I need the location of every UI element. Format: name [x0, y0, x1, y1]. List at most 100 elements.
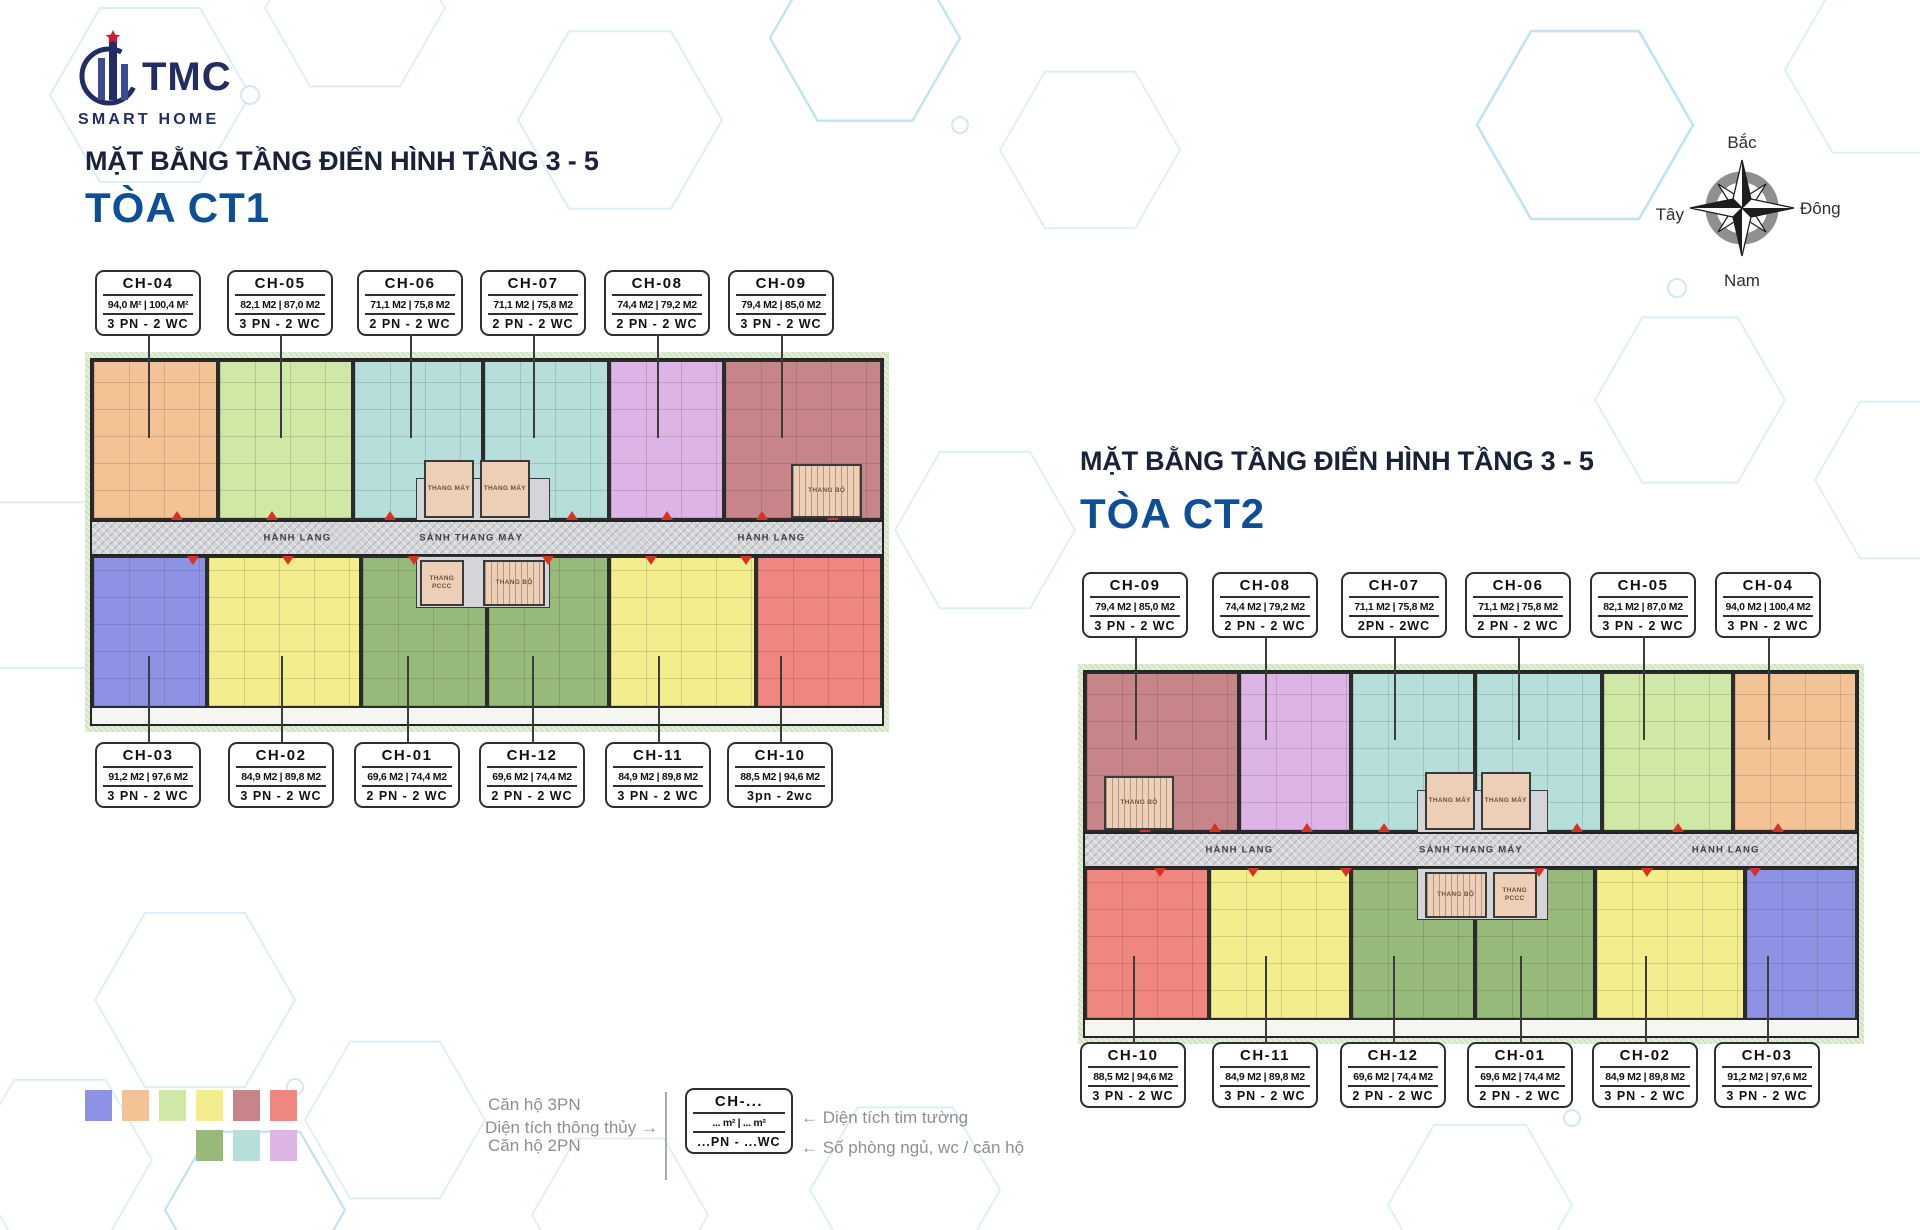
plan-unit-ct2-ch05 [1602, 672, 1734, 832]
plan-unit-ct2-ch11 [1208, 868, 1352, 1020]
triangle-icon [408, 556, 420, 565]
unit-area: 71,1 M2 | 75,8 M2 [1473, 598, 1563, 617]
legend-divider [665, 1092, 667, 1180]
unit-name: CH-05 [235, 275, 325, 296]
plan-unit-ct2-ch02 [1594, 868, 1746, 1020]
stairs-label: THANG BỘ [808, 487, 846, 495]
unit-label-ct2-ch11: CH-11 84,9 M2 | 89,8 M2 3 PN - 2 WC [1212, 956, 1318, 1108]
unit-name: CH-11 [613, 747, 703, 768]
logo-bar [98, 58, 105, 100]
unit-rooms: 2 PN - 2 WC [616, 317, 698, 331]
unit-rooms: 3 PN - 2 WC [1727, 619, 1809, 633]
unit-area: 84,9 M2 | 89,8 M2 [1600, 1068, 1690, 1087]
unit-name: CH-02 [236, 747, 326, 768]
ct1-stairs-right: THANG BỘ [791, 464, 863, 518]
legend-swatch-3pn [159, 1090, 186, 1121]
corridor-label-right: HÀNH LANG [1691, 844, 1760, 856]
unit-area: 74,4 M2 | 79,2 M2 [1220, 598, 1310, 617]
legend-sample-box: CH-... ... m² | ... m² ...PN - ...WC [685, 1088, 793, 1154]
rooms-note-label: ← Số phòng ngủ, wc / căn hộ [801, 1138, 1024, 1158]
unit-label-ct1-ch05: CH-05 82,1 M2 | 87,0 M2 3 PN - 2 WC [227, 270, 333, 438]
unit-label-ct2-ch12: CH-12 69,6 M2 | 74,4 M2 2 PN - 2 WC [1340, 956, 1446, 1108]
unit-label-ct1-ch11: CH-11 84,9 M2 | 89,8 M2 3 PN - 2 WC [605, 656, 711, 808]
ct1-stairs-center: THANG BỘ [483, 560, 546, 606]
ct1-plan-body: THANG MÁY THANG MÁY THANG BỘ HÀNH LANG S… [90, 358, 884, 726]
triangle-icon [265, 511, 278, 520]
arrow-left-icon: ← [801, 1138, 818, 1157]
unit-area: 82,1 M2 | 87,0 M2 [1598, 598, 1688, 617]
ct1-fire-stairs: THANG PCCC [419, 560, 464, 606]
ct2-floor-plan: THANG BỘ THANG MÁY THANG MÁY HÀNH LANG S… [1078, 664, 1864, 1044]
plan-unit-ct1-ch08 [609, 360, 724, 520]
legend-swatch-3pn [196, 1090, 223, 1121]
unit-label-ct1-ch07: CH-07 71,1 M2 | 75,8 M2 2 PN - 2 WC [480, 270, 586, 438]
unit-name: CH-12 [1348, 1047, 1438, 1068]
legend-swatch-3pn [233, 1090, 260, 1121]
triangle-icon [1154, 868, 1167, 877]
unit-name: CH-09 [736, 275, 826, 296]
unit-name: CH-01 [362, 747, 452, 768]
unit-name: CH-09 [1090, 577, 1180, 598]
triangle-icon [1571, 823, 1584, 832]
gross-area-label: ← Diện tích tim tường [801, 1108, 968, 1128]
unit-name: CH-08 [1220, 577, 1310, 598]
triangle-icon [1640, 868, 1653, 877]
triangle-icon [645, 556, 657, 565]
legend-swatch-3pn [270, 1090, 297, 1121]
unit-rooms: 2PN - 2WC [1357, 619, 1431, 633]
unit-rooms: 3 PN - 2 WC [1092, 1089, 1174, 1103]
unit-rooms: 3 PN - 2 WC [107, 317, 189, 331]
ct2-fire-stairs: THANG PCCC [1492, 872, 1537, 918]
unit-rooms: 3 PN - 2 WC [1602, 619, 1684, 633]
ct2-elevator-room: THANG MÁY [1424, 772, 1475, 830]
legend: Căn hộ 3PN Căn hộ 2PN Diện tích thông th… [85, 1086, 1024, 1206]
triangle-icon [1772, 823, 1785, 832]
unit-area: 69,6 M2 | 74,4 M2 [1475, 1068, 1565, 1087]
unit-name: CH-03 [1722, 1047, 1812, 1068]
legend-swatch-2pn [196, 1130, 223, 1161]
triangle-icon [1671, 823, 1684, 832]
unit-area: 91,2 M2 | 97,6 M2 [1722, 1068, 1812, 1087]
triangle-icon [186, 556, 199, 565]
unit-area: 74,4 M2 | 79,2 M2 [612, 296, 702, 315]
logo-brand-text: TMC [142, 55, 232, 99]
ct2-stairs-center: THANG BỘ [1424, 872, 1487, 918]
unit-rooms: 2 PN - 2 WC [1477, 619, 1559, 633]
ct2-stairs-left: THANG BỘ [1104, 776, 1174, 830]
logo-bar [121, 64, 128, 100]
unit-name: CH-04 [103, 275, 193, 296]
unit-label-ct2-ch04: CH-04 94,0 M2 | 100,4 M2 3 PN - 2 WC [1715, 572, 1821, 740]
unit-area: 94,0 M² | 100,4 M² [103, 296, 193, 315]
unit-area: 84,9 M2 | 89,8 M2 [236, 768, 326, 787]
plan-unit-ct1-ch05 [218, 360, 353, 520]
unit-label-ct2-ch08: CH-08 74,4 M2 | 79,2 M2 2 PN - 2 WC [1212, 572, 1318, 740]
stairs-label: THANG BỘ [495, 579, 533, 587]
legend-swatch-3pn [85, 1090, 112, 1121]
corridor-label-left: HÀNH LANG [1205, 844, 1274, 856]
triangle-icon [566, 511, 578, 520]
unit-name: CH-07 [488, 275, 578, 296]
compass-west-label: Tây [1656, 205, 1685, 224]
triangle-icon [1301, 823, 1314, 832]
unit-area: 84,9 M2 | 89,8 M2 [1220, 1068, 1310, 1087]
unit-label-ct1-ch01: CH-01 69,6 M2 | 74,4 M2 2 PN - 2 WC [354, 656, 460, 808]
unit-rooms: 2 PN - 2 WC [492, 317, 574, 331]
unit-label-ct2-ch06: CH-06 71,1 M2 | 75,8 M2 2 PN - 2 WC [1465, 572, 1571, 740]
unit-label-ct2-ch07: CH-07 71,1 M2 | 75,8 M2 2PN - 2WC [1341, 572, 1447, 740]
unit-area: 71,1 M2 | 75,8 M2 [365, 296, 455, 315]
unit-rooms: 3 PN - 2 WC [1224, 1089, 1306, 1103]
unit-name: CH-11 [1220, 1047, 1310, 1068]
ct1-corridor: HÀNH LANG SẢNH THANG MÁY HÀNH LANG [92, 511, 882, 565]
compass-north-label: Bắc [1727, 133, 1757, 152]
unit-area: 69,6 M2 | 74,4 M2 [1348, 1068, 1438, 1087]
unit-rooms: 2 PN - 2 WC [491, 789, 573, 803]
rooms-note-text: Số phòng ngủ, wc / căn hộ [822, 1138, 1025, 1157]
unit-rooms: 2 PN - 2 WC [1224, 619, 1306, 633]
triangle-icon [1532, 868, 1545, 877]
triangle-icon [281, 556, 294, 565]
compass: Bắc Đông Nam Tây [1656, 133, 1841, 290]
gross-area-text: Diện tích tim tường [822, 1108, 969, 1127]
corridor-label-left: HÀNH LANG [263, 532, 332, 544]
unit-area: 79,4 M2 | 85,0 M2 [736, 296, 826, 315]
unit-label-ct1-ch06: CH-06 71,1 M2 | 75,8 M2 2 PN - 2 WC [357, 270, 463, 438]
